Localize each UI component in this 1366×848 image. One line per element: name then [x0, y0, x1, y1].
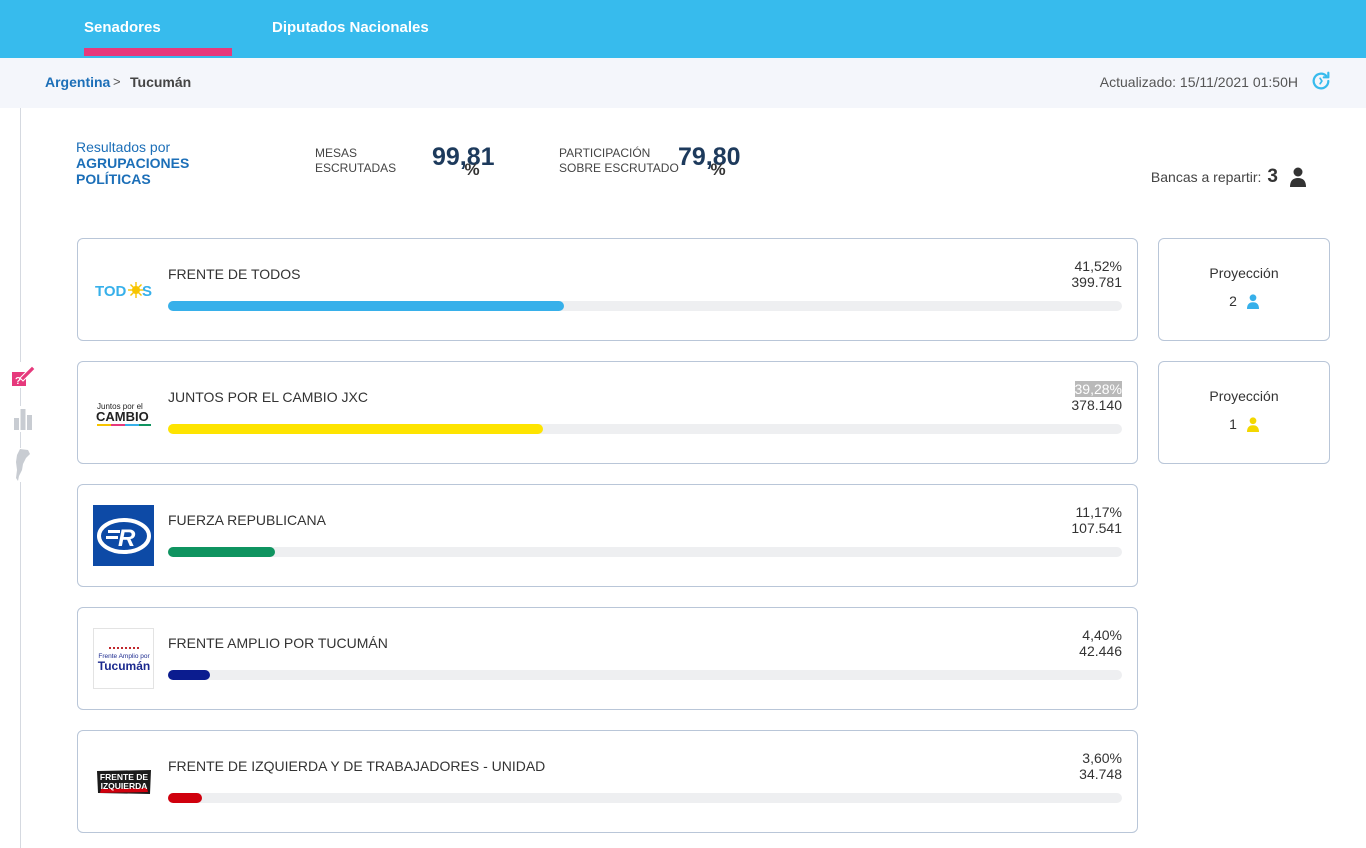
mesas-label-line1: MESAS [315, 146, 358, 160]
party-logo-fuerza-republicana: R [93, 505, 154, 566]
participacion-value: 79,80% [678, 143, 741, 178]
party-result: 41,52% 399.781 [1071, 258, 1122, 290]
bancas-label: Bancas a repartir: [1150, 169, 1262, 185]
argentina-map-icon[interactable] [10, 448, 36, 482]
logo-text-frente-de: FRENTE DE [99, 772, 148, 782]
party-percent: 39,28% [1074, 381, 1122, 397]
party-logo-juntos: Juntos por el CAMBIO [93, 382, 154, 443]
participacion-number: 79,80 [678, 143, 741, 171]
results-label-line3: POLÍTICAS [76, 171, 151, 187]
party-result: 11,17% 107.541 [1071, 504, 1122, 536]
participacion-label: PARTICIPACIÓN SOBRE ESCRUTADO [559, 146, 679, 176]
person-icon [1290, 167, 1306, 187]
tab-senadores[interactable]: Senadores Nacionales [84, 0, 232, 92]
projection-label: Proyección [1209, 388, 1279, 404]
party-votes: 378.140 [1071, 397, 1122, 413]
top-navbar: Senadores Nacionales Diputados Nacionale… [0, 0, 1366, 92]
party-percent: 41,52% [1074, 258, 1122, 274]
mesas-number: 99,81 [432, 143, 495, 171]
logo-text-frente-amplio: Frente Amplio por [98, 653, 150, 660]
results-by-groups-label: Resultados por AGRUPACIONES POLÍTICAS [76, 139, 189, 187]
party-percent: 4,40% [1082, 627, 1122, 643]
party-logo-frente-de-izquierda: FRENTE DE IZQUIERDA [93, 751, 154, 812]
bar-chart-icon[interactable] [10, 406, 36, 432]
person-icon [1246, 293, 1259, 309]
party-logo-frente-amplio: Frente Amplio por Tucumán [93, 628, 154, 689]
party-logo-todos: TOD S [93, 259, 154, 320]
bancas-value: 3 [1267, 166, 1278, 187]
party-progress-track [168, 547, 1122, 557]
party-percent: 3,60% [1082, 750, 1122, 766]
party-name: FRENTE DE TODOS [168, 266, 301, 282]
person-icon [1246, 416, 1259, 432]
mesas-value: 99,81% [432, 143, 495, 178]
party-name: JUNTOS POR EL CAMBIO JXC [168, 389, 368, 405]
party-name: FRENTE AMPLIO POR TUCUMÁN [168, 635, 388, 651]
svg-text:?: ? [15, 376, 21, 387]
breadcrumb-argentina[interactable]: Argentina [45, 74, 111, 90]
party-progress-track [168, 793, 1122, 803]
breadcrumb-separator: > [113, 74, 121, 89]
active-tab-indicator [84, 48, 232, 56]
participacion-label-line2: SOBRE ESCRUTADO [559, 161, 679, 175]
party-votes: 399.781 [1071, 274, 1122, 290]
party-votes: 34.748 [1079, 766, 1122, 782]
projection-card-frente-de-todos: Proyección 2 [1158, 238, 1330, 341]
projection-card-juntos-por-el-cambio: Proyección 1 [1158, 361, 1330, 464]
party-card-frente-de-todos[interactable]: TOD S FRENTE DE TODOS 41,52% 399.781 [77, 238, 1138, 341]
svg-text:TOD: TOD [95, 283, 127, 300]
logo-text-cambio: CAMBIO [96, 409, 149, 424]
projection-seats: 1 [1159, 416, 1329, 432]
projection-label: Proyección [1209, 265, 1279, 281]
updated-timestamp: Actualizado: 15/11/2021 01:50H [1099, 74, 1298, 90]
party-progress-fill [168, 424, 543, 434]
party-votes: 107.541 [1071, 520, 1122, 536]
participacion-percent-sign: % [710, 160, 726, 179]
logo-text-r: R [118, 525, 136, 552]
party-progress-track [168, 424, 1122, 434]
party-name: FRENTE DE IZQUIERDA Y DE TRABAJADORES - … [168, 758, 546, 774]
logo-text-izquierda: IZQUIERDA [100, 781, 147, 791]
tab-diputados-label: Diputados Nacionales [272, 19, 429, 36]
projection-value: 2 [1229, 293, 1237, 309]
refresh-icon[interactable] [1310, 70, 1332, 92]
party-progress-fill [168, 301, 565, 311]
party-card-frente-de-izquierda[interactable]: FRENTE DE IZQUIERDA FRENTE DE IZQUIERDA … [77, 730, 1138, 833]
party-progress-track [168, 670, 1122, 680]
logo-text-tucuman: Tucumán [97, 659, 149, 673]
logo-text-juntos: Juntos por el [97, 402, 143, 411]
results-label-line2: AGRUPACIONES [76, 155, 190, 171]
participacion-label-line1: PARTICIPACIÓN [559, 146, 651, 160]
party-card-fuerza-republicana[interactable]: R FUERZA REPUBLICANA 11,17% 107.541 [77, 484, 1138, 587]
mesas-label: MESAS ESCRUTADAS [315, 146, 396, 176]
mesas-percent-sign: % [464, 160, 480, 179]
party-progress-track [168, 301, 1122, 311]
svg-text:S: S [142, 283, 152, 300]
party-percent: 11,17% [1075, 504, 1122, 520]
results-label-prefix: Resultados por [76, 139, 171, 155]
breadcrumb-bar: Argentina > Tucumán Actualizado: 15/11/2… [0, 58, 1366, 108]
party-progress-fill [168, 793, 203, 803]
mesas-label-line2: ESCRUTADAS [315, 161, 397, 175]
party-result: 39,28% 378.140 [1071, 381, 1122, 413]
party-card-juntos-por-el-cambio[interactable]: Juntos por el CAMBIO JUNTOS POR EL CAMBI… [77, 361, 1138, 464]
party-name: FUERZA REPUBLICANA [168, 512, 326, 528]
party-result: 4,40% 42.446 [1079, 627, 1122, 659]
breadcrumb-current: Tucumán [130, 74, 192, 90]
party-votes: 42.446 [1079, 643, 1122, 659]
ballot-icon[interactable]: ? [10, 362, 36, 388]
party-card-frente-amplio-por-tucuman[interactable]: Frente Amplio por Tucumán FRENTE AMPLIO … [77, 607, 1138, 710]
projection-value: 1 [1229, 416, 1237, 432]
projection-seats: 2 [1159, 293, 1329, 309]
bancas-a-repartir: Bancas a repartir: 3 [1151, 166, 1306, 188]
tab-diputados[interactable]: Diputados Nacionales [272, 0, 429, 58]
party-progress-fill [168, 670, 210, 680]
party-progress-fill [168, 547, 275, 557]
party-result: 3,60% 34.748 [1079, 750, 1122, 782]
